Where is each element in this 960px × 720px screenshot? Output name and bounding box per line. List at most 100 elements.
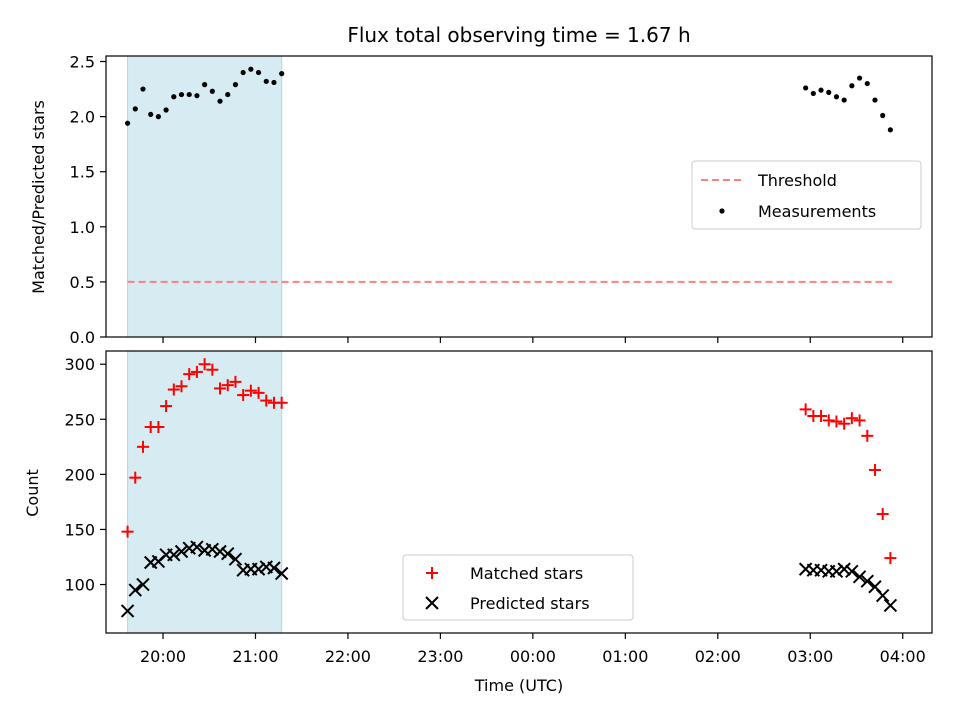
matched-star-point [244, 384, 257, 397]
top-highlight-span [127, 55, 283, 338]
measurement-point [818, 87, 824, 93]
legend-matched-swatch [426, 567, 438, 579]
top-ytick-label: 0.0 [70, 328, 95, 347]
matched-star-point [160, 400, 173, 413]
measurement-point [887, 127, 893, 133]
predicted-star-point [251, 562, 266, 576]
predicted-star-point [883, 598, 898, 613]
predicted-star-point [274, 566, 289, 581]
measurement-point [279, 71, 285, 77]
bottom-plot-frame [105, 350, 933, 634]
measurement-point [248, 66, 254, 72]
predicted-star-point [228, 552, 243, 566]
top-ytick-label: 1.5 [70, 163, 95, 182]
measurement-point [856, 75, 863, 81]
measurement-point [255, 69, 262, 76]
top-ytick-label: 2.0 [70, 108, 95, 127]
matched-star-point [121, 525, 134, 538]
measurement-point [240, 69, 246, 76]
measurement-point [864, 80, 870, 87]
measurement-point [833, 94, 840, 100]
predicted-star-point [267, 561, 281, 575]
predicted-star-point [205, 542, 220, 556]
measurement-point [841, 97, 847, 103]
matched-star-point [861, 429, 874, 442]
legend-measurements-label: Measurements [758, 202, 876, 221]
measurement-point [171, 94, 177, 100]
bottom-y-axis-label: Count [23, 469, 42, 517]
bottom-legend: Matched stars Predicted stars [402, 554, 634, 621]
matched-star-point [838, 417, 851, 430]
matched-star-point [136, 440, 149, 453]
legend-matched-label: Matched stars [470, 564, 583, 583]
measurement-point [217, 98, 223, 104]
top-panel: 0.0 0.5 1.0 1.5 2.0 2.5 Matched/Predicted sta… [29, 53, 933, 347]
legend-measurements-swatch [719, 208, 725, 214]
measurement-point [209, 88, 215, 94]
matched-star-point [822, 414, 835, 427]
matched-star-point [830, 415, 843, 428]
predicted-star-point [213, 544, 227, 559]
matched-star-point [868, 463, 881, 476]
predicted-star-point [852, 570, 867, 584]
measurement-point [880, 112, 886, 119]
matched-star-point [206, 363, 219, 376]
measurement-point [140, 86, 146, 92]
measurement-point [155, 114, 161, 120]
matched-star-point [190, 365, 203, 378]
measurement-point [232, 82, 239, 88]
measurement-point [225, 91, 231, 98]
measurement-point [186, 91, 192, 98]
measurement-point [849, 83, 855, 89]
predicted-star-point [190, 540, 204, 554]
measurement-point [803, 85, 809, 91]
measurement-point [826, 89, 832, 95]
matched-star-point [260, 394, 273, 407]
predicted-star-point [221, 546, 235, 561]
predicted-star-point [837, 562, 851, 576]
x-tick-label: 20:00 [140, 647, 186, 666]
bottom-ytick-label: 100 [64, 576, 95, 595]
top-legend: Threshold Measurements [691, 160, 922, 230]
x-tick-label: 02:00 [695, 647, 741, 666]
matched-star-point [214, 382, 227, 395]
matched-star-point [876, 508, 889, 521]
measurement-point [810, 90, 816, 97]
matched-star-point [175, 380, 188, 393]
matched-star-point [815, 409, 828, 422]
bottom-ytick-label: 200 [64, 465, 95, 484]
predicted-star-point [174, 544, 189, 559]
matched-star-point [152, 421, 165, 434]
predicted-star-point [829, 564, 844, 579]
x-axis-label: Time (UTC) [474, 676, 563, 695]
bottom-ytick-label: 250 [64, 410, 95, 429]
matched-star-point [799, 403, 812, 416]
matched-star-point [845, 412, 858, 425]
x-tick-label: 01:00 [602, 647, 648, 666]
bottom-ytick-label: 300 [64, 355, 95, 374]
matched-star-point [198, 358, 211, 371]
legend-threshold-label: Threshold [757, 171, 837, 190]
measurement-point [148, 111, 154, 118]
matched-star-point [229, 375, 242, 388]
matched-star-point [221, 379, 234, 392]
matched-star-point [237, 389, 250, 402]
legend-predicted-label: Predicted stars [470, 594, 590, 613]
predicted-star-point [120, 604, 135, 618]
x-tick-label: 23:00 [417, 647, 463, 666]
top-y-axis-label: Matched/Predicted stars [29, 100, 48, 294]
matched-star-point [167, 383, 180, 396]
legend-predicted-swatch [425, 596, 439, 610]
bottom-panel: 100 150 200 250 300 20:00 21:00 22:00 23:00 00:0… [23, 350, 933, 695]
bottom-ytick-label: 150 [64, 520, 95, 539]
top-plot-frame [105, 55, 933, 338]
matched-star-point [275, 396, 288, 409]
matched-star-point [129, 471, 142, 484]
top-ytick-label: 0.5 [70, 273, 95, 292]
predicted-star-point [860, 574, 874, 588]
matched-star-point [853, 414, 866, 427]
measurement-point [202, 82, 208, 88]
top-ytick-label: 1.0 [70, 218, 95, 237]
matched-star-point [884, 552, 897, 565]
